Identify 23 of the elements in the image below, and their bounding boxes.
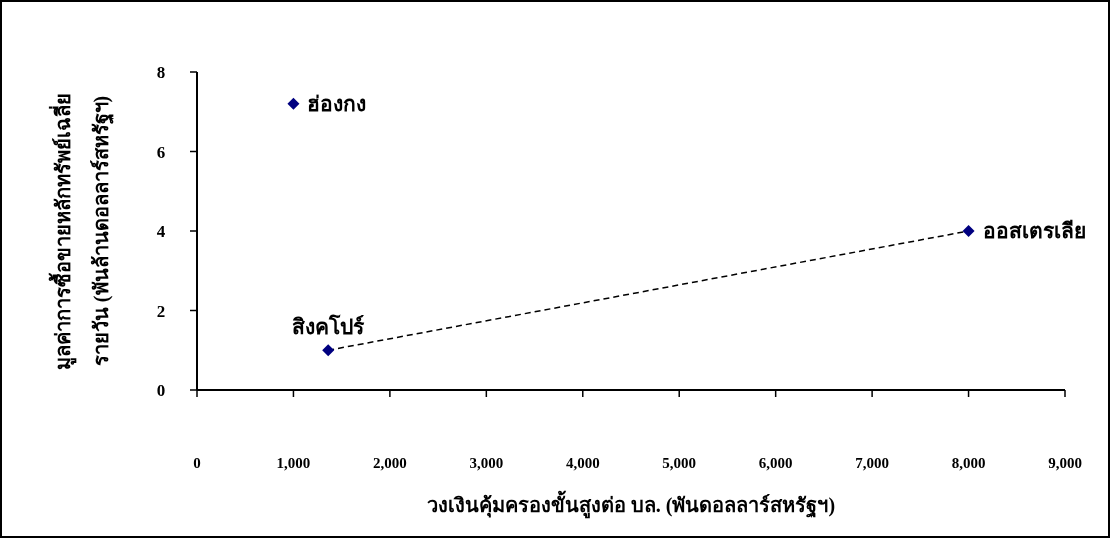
y-tick-label: 6 — [156, 142, 166, 162]
x-tick-label: 9,000 — [1048, 455, 1082, 471]
y-tick-label: 4 — [156, 222, 166, 241]
point — [287, 97, 300, 110]
x-tick-label: 5,000 — [662, 455, 697, 471]
y-axis-title: มูลค่าการซื้อขายหลักทรัพย์เฉลี่ย รายวัน (พันล้านดอลลาร์สหรัฐฯ) — [48, 92, 115, 370]
point — [322, 344, 335, 357]
y-tick-label: 2 — [156, 301, 166, 321]
annotation: ฮ่องกง — [307, 91, 367, 116]
x-tick-label: 2,000 — [373, 455, 407, 471]
y-tick-label: 8 — [156, 63, 166, 82]
x-tick-label: 4,000 — [565, 455, 600, 471]
x-tick-label: 3,000 — [469, 455, 504, 471]
annotation: สิงคโปร์ — [292, 314, 366, 340]
x-tick-label: 1,000 — [276, 455, 311, 471]
x-tick-label: 8,000 — [951, 455, 986, 471]
x-tick-label: 7,000 — [855, 455, 889, 471]
x-tick-label: 6,000 — [758, 455, 793, 471]
annotation: ออสเตรเลีย — [982, 219, 1086, 243]
x-tick-label: 0 — [193, 455, 201, 471]
x-axis-title: วงเงินคุ้มครองขั้นสูงต่อ บล. (พันดอลลาร์สหรัฐฯ) — [426, 490, 836, 519]
y-tick-label: 0 — [156, 381, 166, 400]
point — [962, 225, 975, 237]
